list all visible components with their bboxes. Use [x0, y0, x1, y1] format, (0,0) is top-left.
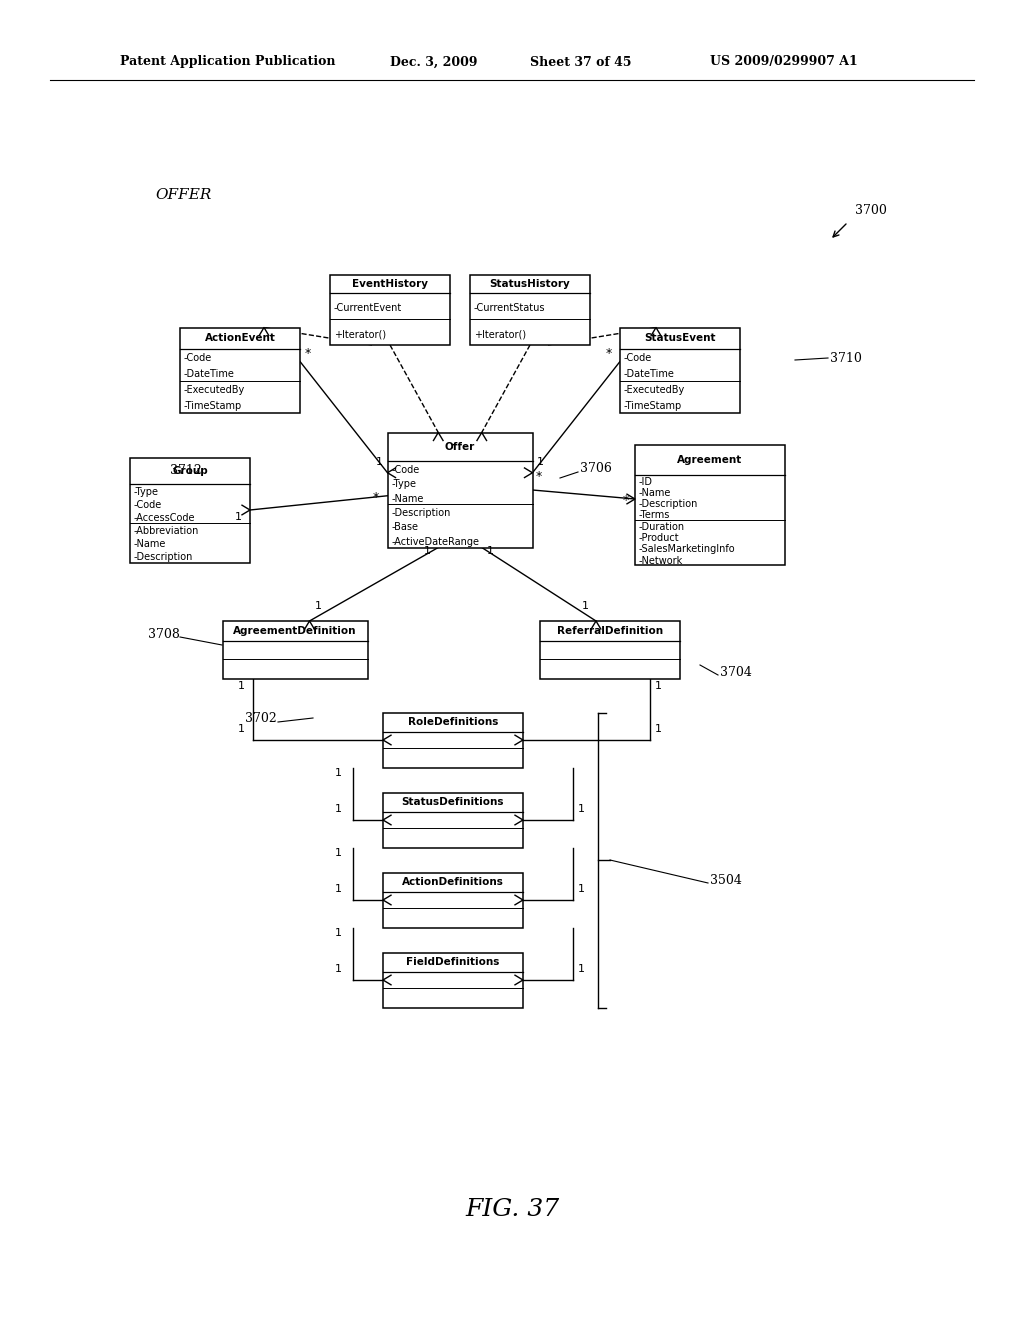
Text: -Name: -Name [134, 539, 166, 549]
Text: -Description: -Description [639, 499, 698, 510]
Text: -Terms: -Terms [639, 511, 671, 520]
Text: ReferralDefinition: ReferralDefinition [557, 626, 664, 636]
Text: 1: 1 [335, 804, 342, 814]
Text: -SalesMarketingInfo: -SalesMarketingInfo [639, 544, 735, 554]
Text: OFFER: OFFER [155, 187, 211, 202]
Text: 1: 1 [238, 723, 245, 734]
Text: -Code: -Code [624, 354, 652, 363]
Text: *: * [536, 470, 542, 483]
Text: -Description: -Description [391, 508, 451, 517]
Text: 1: 1 [234, 512, 242, 521]
Text: 1: 1 [655, 681, 662, 690]
Text: -ID: -ID [639, 477, 653, 487]
Text: -DateTime: -DateTime [624, 370, 675, 379]
Text: *: * [623, 494, 630, 507]
Bar [470, 275, 590, 345]
Text: Patent Application Publication: Patent Application Publication [120, 55, 336, 69]
Text: RoleDefinitions: RoleDefinitions [408, 717, 499, 727]
Text: -Description: -Description [134, 552, 194, 562]
Text: 1: 1 [655, 723, 662, 734]
Text: 3708: 3708 [148, 628, 180, 642]
Text: 1: 1 [335, 964, 342, 974]
Text: 1: 1 [537, 457, 544, 467]
Text: -ExecutedBy: -ExecutedBy [184, 385, 246, 395]
Text: Sheet 37 of 45: Sheet 37 of 45 [530, 55, 632, 69]
Text: -Type: -Type [391, 479, 417, 490]
Text: -Code: -Code [134, 500, 162, 510]
Text: StatusDefinitions: StatusDefinitions [401, 797, 504, 807]
Text: -Name: -Name [391, 494, 424, 504]
Text: -TimeStamp: -TimeStamp [184, 401, 243, 411]
Text: -TimeStamp: -TimeStamp [624, 401, 682, 411]
Text: FieldDefinitions: FieldDefinitions [407, 957, 500, 968]
Bar [383, 953, 523, 1007]
Text: -Type: -Type [134, 487, 159, 496]
Text: -Product: -Product [639, 533, 680, 543]
Text: 1: 1 [582, 601, 589, 611]
Bar [540, 620, 680, 678]
Bar [130, 458, 250, 562]
Bar [387, 433, 532, 548]
Text: 1: 1 [486, 545, 494, 556]
Bar [635, 445, 785, 565]
Bar [180, 327, 300, 412]
Text: 1: 1 [314, 601, 322, 611]
Text: 3702: 3702 [245, 711, 276, 725]
Text: Dec. 3, 2009: Dec. 3, 2009 [390, 55, 477, 69]
Text: Offer: Offer [444, 442, 475, 451]
Text: *: * [305, 346, 311, 359]
Text: 3704: 3704 [720, 665, 752, 678]
Text: *: * [373, 491, 379, 504]
Text: 1: 1 [335, 767, 342, 777]
Text: -CurrentEvent: -CurrentEvent [334, 304, 402, 313]
Text: ActionDefinitions: ActionDefinitions [402, 876, 504, 887]
Text: 1: 1 [335, 884, 342, 894]
Bar [383, 792, 523, 847]
Text: 3712: 3712 [170, 463, 202, 477]
Text: -ExecutedBy: -ExecutedBy [624, 385, 685, 395]
Text: FIG. 37: FIG. 37 [465, 1199, 559, 1221]
Text: -Abbreviation: -Abbreviation [134, 525, 200, 536]
Text: +Iterator(): +Iterator() [334, 330, 386, 339]
Text: -Code: -Code [391, 465, 420, 475]
Text: -Base: -Base [391, 523, 419, 532]
Text: StatusHistory: StatusHistory [489, 279, 570, 289]
Text: Agreement: Agreement [677, 455, 742, 465]
Text: 1: 1 [424, 545, 431, 556]
Text: -Name: -Name [639, 488, 672, 498]
Text: 1: 1 [578, 964, 585, 974]
Text: ActionEvent: ActionEvent [205, 333, 275, 343]
Bar [620, 327, 740, 412]
Text: 3706: 3706 [580, 462, 612, 474]
Text: 1: 1 [376, 457, 383, 467]
Text: 3710: 3710 [830, 351, 862, 364]
Text: -Network: -Network [639, 556, 683, 565]
Bar [383, 873, 523, 928]
Text: 1: 1 [578, 804, 585, 814]
Text: 1: 1 [238, 681, 245, 690]
Text: 3700: 3700 [855, 203, 887, 216]
Text: +Iterator(): +Iterator() [474, 330, 526, 339]
Text: 3504: 3504 [710, 874, 741, 887]
Text: -Duration: -Duration [639, 521, 685, 532]
Text: EventHistory: EventHistory [352, 279, 428, 289]
Text: -DateTime: -DateTime [184, 370, 234, 379]
Text: *: * [606, 346, 612, 359]
Text: 1: 1 [578, 884, 585, 894]
Text: AgreementDefinition: AgreementDefinition [233, 626, 356, 636]
Text: -Code: -Code [184, 354, 212, 363]
Bar [222, 620, 368, 678]
Text: -CurrentStatus: -CurrentStatus [474, 304, 546, 313]
Text: 1: 1 [335, 928, 342, 937]
Bar [330, 275, 450, 345]
Text: Group: Group [172, 466, 208, 475]
Bar [383, 713, 523, 767]
Text: -ActiveDateRange: -ActiveDateRange [391, 537, 479, 546]
Text: US 2009/0299907 A1: US 2009/0299907 A1 [710, 55, 858, 69]
Text: StatusEvent: StatusEvent [644, 333, 716, 343]
Text: -AccessCode: -AccessCode [134, 513, 196, 523]
Text: 1: 1 [335, 847, 342, 858]
